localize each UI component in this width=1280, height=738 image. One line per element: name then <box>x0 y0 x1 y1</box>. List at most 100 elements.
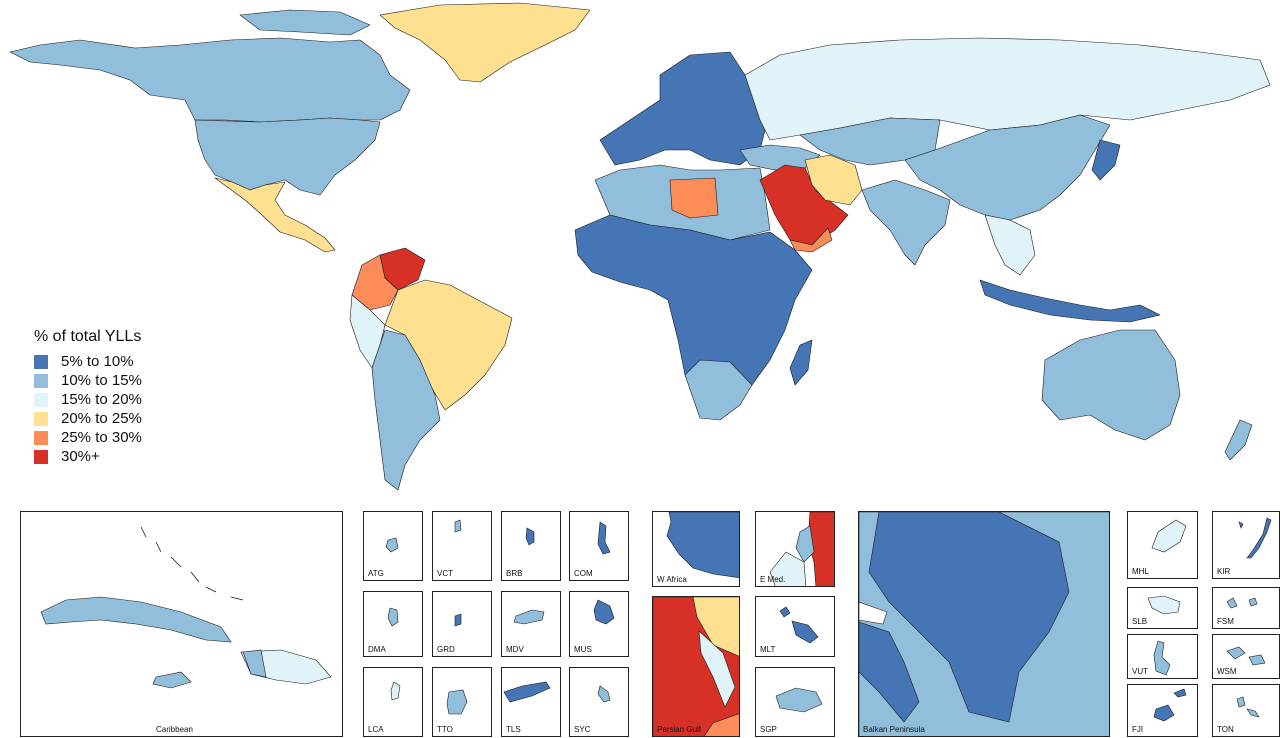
inset-label: Caribbean <box>156 725 193 734</box>
island-shape <box>1226 646 1266 666</box>
island-shape <box>454 519 462 533</box>
legend-label: 30%+ <box>61 448 100 465</box>
region-china <box>904 114 1111 221</box>
inset-tto: TTO <box>432 667 492 737</box>
island-shape <box>593 599 615 625</box>
island-shape <box>1236 696 1260 718</box>
inset-mus: MUS <box>569 591 629 657</box>
legend-label: 25% to 30% <box>61 429 142 446</box>
legend-item: 5% to 10% <box>34 352 142 371</box>
inset-persian-gulf-map <box>653 597 739 736</box>
region-argentina <box>371 329 441 491</box>
inset-brb: BRB <box>501 511 561 581</box>
region-iran <box>804 154 863 206</box>
region-russia <box>744 37 1271 141</box>
legend-swatch <box>34 392 48 407</box>
region-greenland <box>379 2 591 83</box>
island-shape <box>1147 595 1181 615</box>
inset-ton: TON <box>1212 684 1280 737</box>
island-shape <box>446 689 468 715</box>
inset-label: BRB <box>506 569 523 578</box>
region-southern-africa <box>684 359 753 421</box>
inset-label: SLB <box>1132 617 1148 626</box>
inset-label: VCT <box>437 569 453 578</box>
world-map <box>9 2 1271 491</box>
inset-label: FSM <box>1217 617 1234 626</box>
inset-label: SYC <box>574 725 591 734</box>
inset-vut: VUT <box>1127 634 1198 679</box>
inset-label: COM <box>574 569 593 578</box>
inset-label: ATG <box>368 569 384 578</box>
inset-grd: GRD <box>432 591 492 657</box>
legend-swatch <box>34 354 48 369</box>
legend-title: % of total YLLs <box>34 328 142 345</box>
legend-item: 10% to 15% <box>34 371 142 390</box>
region-yemen <box>789 227 833 253</box>
region-australia <box>1041 329 1181 441</box>
island-shape <box>775 687 823 713</box>
inset-atg: ATG <box>363 511 423 581</box>
map-legend: % of total YLLs 5% to 10% 10% to 15% 15%… <box>34 328 142 466</box>
inset-label: GRD <box>437 645 455 654</box>
inset-label: WSM <box>1217 667 1237 676</box>
inset-fsm: FSM <box>1212 587 1280 629</box>
inset-mhl: MHL <box>1127 511 1198 579</box>
inset-label: MHL <box>1132 567 1149 576</box>
inset-kir: KIR <box>1212 511 1280 579</box>
inset-com: COM <box>569 511 629 581</box>
region-canada <box>9 37 411 123</box>
inset-label: Persian Gulf <box>657 725 702 734</box>
inset-e-med: E Med. <box>755 511 835 587</box>
inset-mlt: MLT <box>755 596 835 657</box>
inset-tls: TLS <box>501 667 561 737</box>
inset-caribbean-map <box>40 526 332 689</box>
inset-label: TLS <box>506 725 521 734</box>
legend-item: 25% to 30% <box>34 428 142 447</box>
island-shape <box>385 537 399 553</box>
inset-syc: SYC <box>569 667 629 737</box>
region-arctic-islands <box>239 9 371 36</box>
inset-persian-gulf: Persian Gulf <box>652 596 740 737</box>
legend-item: 30%+ <box>34 447 142 466</box>
legend-label: 10% to 15% <box>61 372 142 389</box>
inset-label: MUS <box>574 645 592 654</box>
inset-dma: DMA <box>363 591 423 657</box>
inset-w-africa: W Africa <box>652 511 740 587</box>
inset-slb: SLB <box>1127 587 1198 629</box>
island-shape <box>525 527 535 546</box>
region-south-asia <box>861 179 951 266</box>
region-mexico <box>214 177 336 253</box>
legend-item: 15% to 20% <box>34 390 142 409</box>
inset-lca: LCA <box>363 667 423 737</box>
island-shape <box>779 606 819 644</box>
inset-label: TON <box>1217 725 1234 734</box>
region-arabia <box>759 164 849 246</box>
island-shape <box>597 685 611 703</box>
island-shape <box>1238 517 1272 559</box>
inset-label: KIR <box>1217 567 1231 576</box>
inset-wsm: WSM <box>1212 634 1280 679</box>
inset-balkan: Balkan Peninsula <box>858 511 1110 737</box>
region-japan <box>1091 139 1121 181</box>
inset-label: E Med. <box>760 575 786 584</box>
island-shape <box>454 613 462 627</box>
inset-label: MDV <box>506 645 524 654</box>
inset-sgp: SGP <box>755 667 835 737</box>
legend-item: 20% to 25% <box>34 409 142 428</box>
inset-balkan-map <box>859 512 1109 736</box>
inset-label: TTO <box>437 725 453 734</box>
island-shape <box>513 609 545 625</box>
island-shape <box>1153 640 1171 676</box>
island-shape <box>1226 597 1258 609</box>
region-new-zealand <box>1224 419 1253 461</box>
legend-label: 15% to 20% <box>61 391 142 408</box>
region-libya <box>669 177 719 219</box>
island-shape <box>597 521 611 555</box>
inset-vct: VCT <box>432 511 492 581</box>
legend-label: 5% to 10% <box>61 353 134 370</box>
region-madagascar <box>789 339 813 386</box>
legend-label: 20% to 25% <box>61 410 142 427</box>
inset-mdv: MDV <box>501 591 561 657</box>
region-usa <box>194 117 381 196</box>
inset-label: SGP <box>760 725 777 734</box>
